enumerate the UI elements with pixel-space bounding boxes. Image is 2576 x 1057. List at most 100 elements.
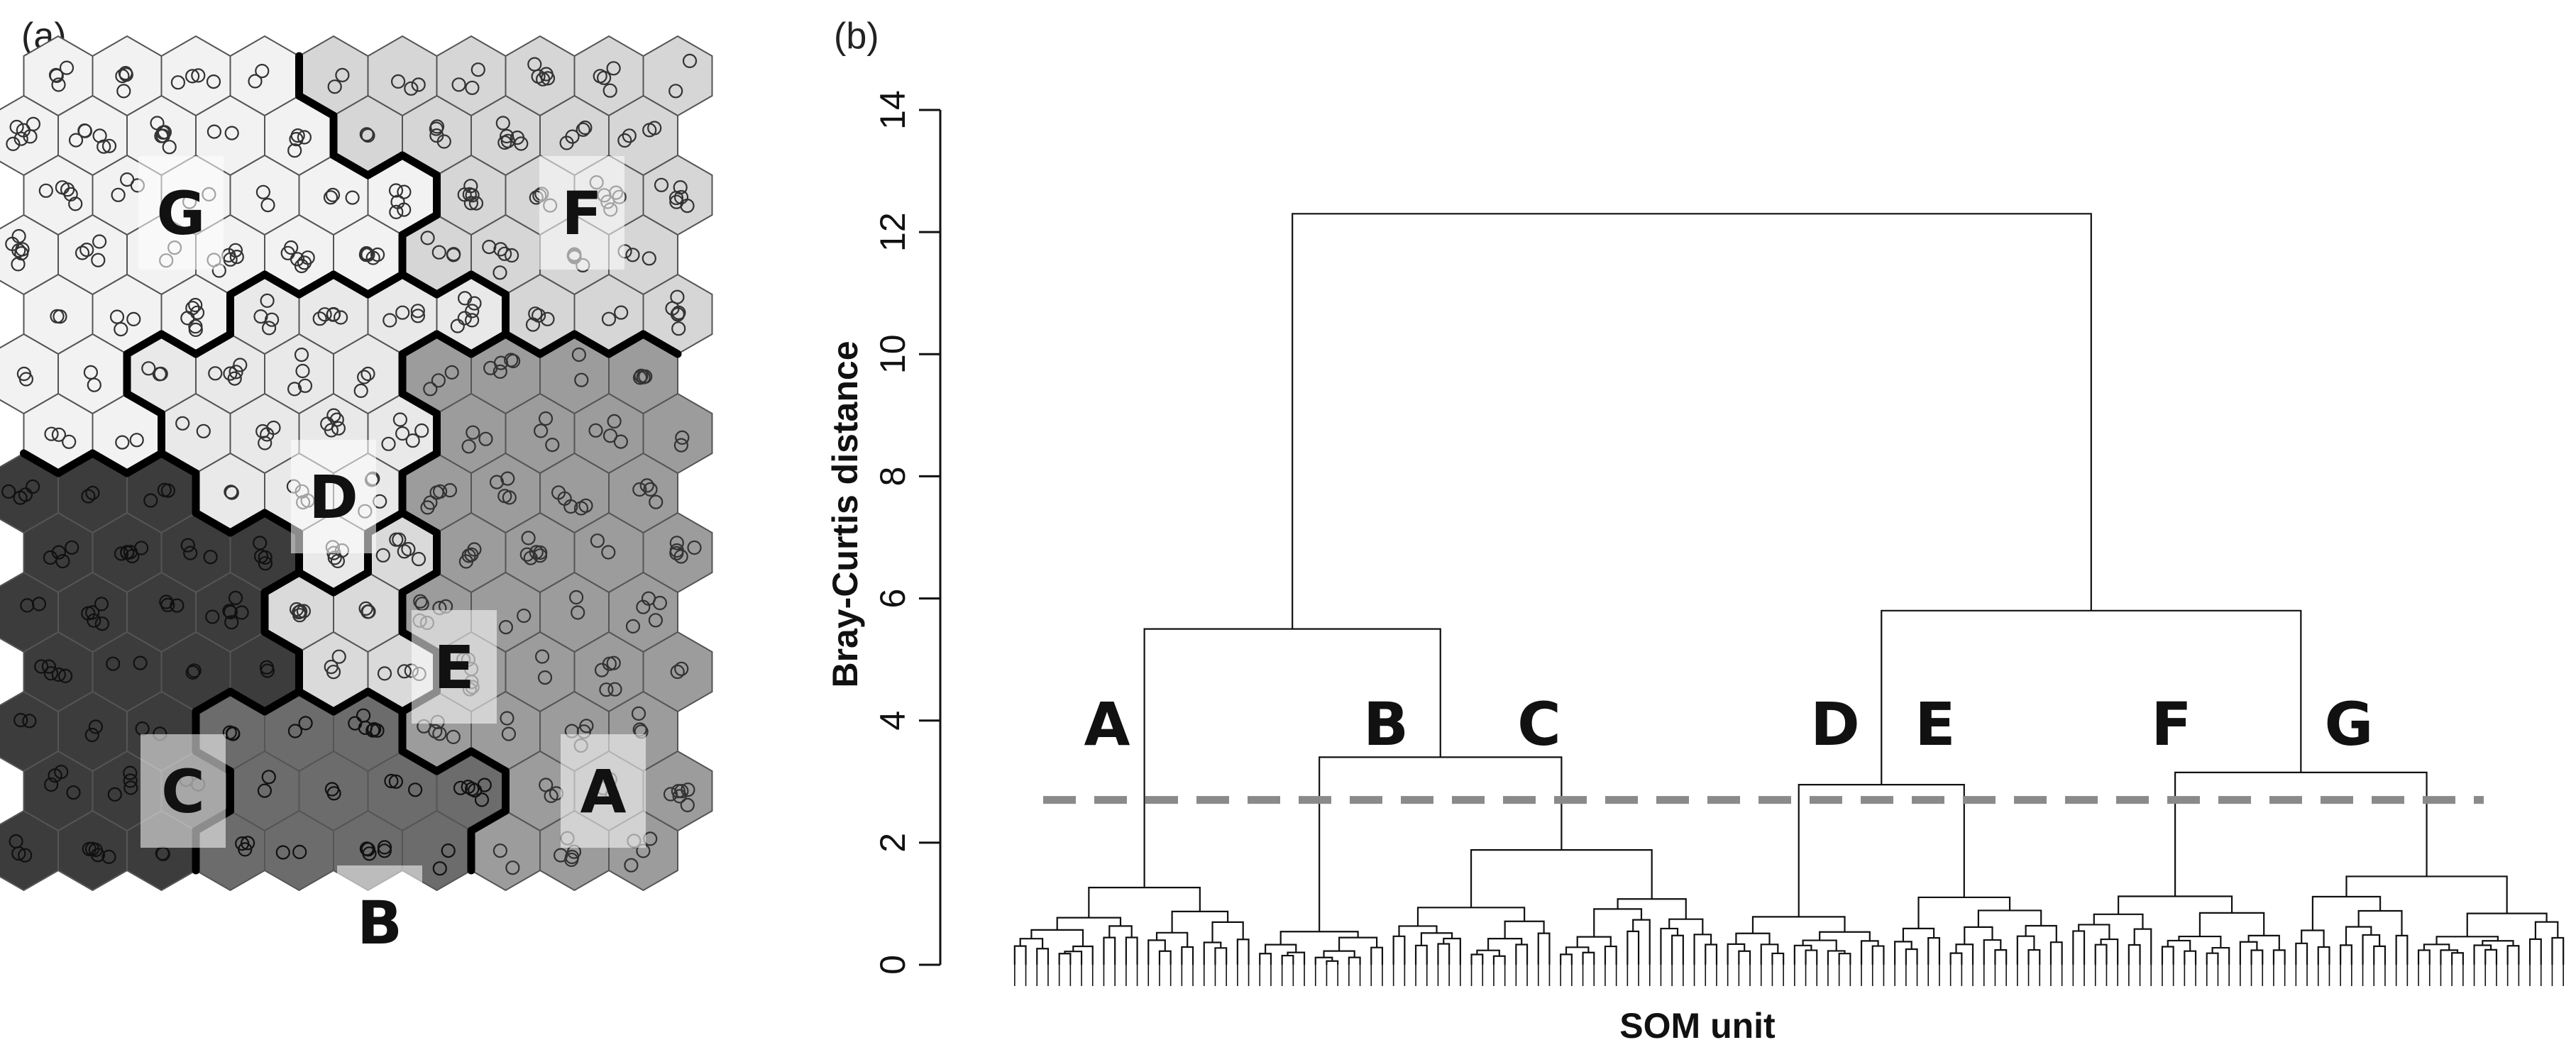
som-sample — [20, 598, 35, 613]
som-sample — [43, 666, 59, 681]
dendrogram-branch — [2345, 875, 2508, 914]
som-sample — [382, 313, 397, 328]
som-sample — [500, 711, 514, 726]
dendrogram-branch — [2506, 945, 2520, 965]
som-sample — [675, 430, 690, 446]
som-sample — [224, 485, 238, 499]
som-sample — [590, 533, 605, 548]
som-sample — [465, 782, 480, 797]
som-sample — [529, 545, 544, 560]
dendrogram-branch — [1348, 956, 1361, 965]
som-sample — [594, 663, 610, 677]
som-sample — [101, 138, 117, 153]
som-label-box — [141, 734, 226, 848]
som-sample — [11, 243, 26, 258]
dendrogram-branch — [1056, 917, 1122, 930]
som-sample — [410, 304, 425, 319]
cluster-boundary — [364, 270, 407, 299]
som-sample — [411, 551, 426, 567]
som-sample — [596, 70, 612, 85]
cluster-boundary — [398, 211, 441, 239]
dendrogram-branch — [1793, 944, 1812, 965]
som-sample — [457, 311, 472, 326]
som-sample — [317, 307, 332, 322]
som-sample — [255, 184, 270, 199]
som-sample — [287, 143, 302, 158]
cluster-boundary — [502, 330, 544, 358]
som-sample — [540, 311, 555, 326]
som-sample — [51, 77, 66, 92]
som-sample — [115, 435, 130, 450]
som-sample — [539, 67, 554, 82]
som-sample — [519, 547, 534, 562]
som-sample — [574, 372, 589, 387]
som-sample — [116, 84, 131, 99]
som-sample — [260, 663, 275, 678]
som-sample — [681, 782, 695, 797]
som-sample — [642, 123, 657, 138]
som-sample — [466, 425, 480, 440]
dendrogram-branch — [1019, 938, 1044, 949]
dendrogram-branch — [2311, 895, 2382, 931]
som-sample — [429, 128, 444, 143]
dendrogram-branch — [1949, 952, 1963, 965]
som-sample — [134, 541, 149, 555]
som-sample — [191, 68, 206, 83]
som-sample — [248, 74, 263, 89]
som-sample — [504, 248, 519, 263]
som-sample — [280, 245, 295, 260]
som-sample — [170, 75, 185, 90]
som-sample — [463, 179, 478, 194]
cluster-boundary — [571, 330, 613, 358]
panel-label-b: (b) — [834, 16, 879, 57]
dendrogram-cluster-label-g: G — [2325, 690, 2374, 759]
som-sample — [62, 434, 77, 449]
som-sample — [564, 852, 579, 868]
som-sample — [120, 172, 135, 187]
som-sample — [126, 311, 141, 326]
dendrogram-branch — [2072, 930, 2086, 965]
dendrogram-branch — [1158, 950, 1172, 965]
som-sample — [258, 556, 273, 571]
som-sample — [123, 773, 138, 788]
som-sample — [617, 133, 632, 148]
som-sample — [390, 74, 406, 89]
som-sample — [13, 712, 28, 728]
som-sample — [680, 797, 695, 813]
cluster-boundary — [295, 687, 338, 716]
som-sample — [207, 124, 221, 139]
som-sample — [429, 121, 444, 136]
som-sample — [234, 605, 249, 620]
som-sample — [41, 659, 57, 674]
som-sample — [671, 321, 686, 336]
som-sample — [493, 242, 508, 257]
som-sample — [260, 293, 275, 308]
dendrogram-branch — [1416, 907, 1526, 926]
som-sample — [123, 765, 138, 780]
cluster-boundary — [433, 270, 475, 299]
som-sample — [444, 365, 459, 380]
cluster-boundary — [123, 449, 165, 477]
som-sample — [389, 204, 404, 219]
cluster-boundary — [192, 687, 234, 716]
som-sample — [287, 382, 302, 397]
som-sample — [571, 605, 585, 620]
som-sample — [669, 536, 684, 550]
som-sample — [576, 122, 590, 137]
som-sample — [643, 482, 658, 497]
dendrogram-branch — [1894, 941, 1912, 965]
dendrogram-branch — [1470, 953, 1484, 965]
som-sample — [229, 365, 243, 380]
som-sample — [414, 423, 429, 438]
som-sample — [91, 253, 106, 267]
dendrogram-branch — [1983, 939, 2002, 965]
som-sample — [257, 783, 272, 798]
dendrogram-branch — [1181, 946, 1194, 965]
x-axis-title: SOM unit — [1619, 1006, 1776, 1046]
som-sample — [492, 265, 507, 280]
som-sample — [495, 116, 510, 131]
som-sample — [261, 770, 276, 785]
som-label-box — [561, 734, 646, 848]
dendrogram-branch — [2174, 771, 2428, 897]
